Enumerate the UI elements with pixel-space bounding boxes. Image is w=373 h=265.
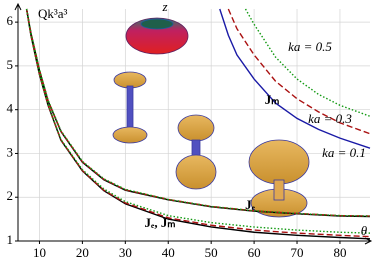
x-tick-label: 60 — [248, 245, 261, 260]
x-tick-label: 70 — [291, 245, 304, 260]
annotation: ka = 0.1 — [322, 145, 366, 160]
y-axis-label: Qk³a³ — [38, 6, 68, 21]
y-tick-label: 2 — [7, 188, 14, 203]
y-tick-label: 1 — [7, 232, 14, 247]
y-tick-label: 5 — [7, 57, 14, 72]
x-tick-label: 30 — [119, 245, 132, 260]
y-tick-label: 4 — [7, 101, 14, 116]
y-tick-label: 6 — [7, 13, 14, 28]
annotation: Jₑ, Jₘ — [145, 215, 176, 230]
annotation: ka = 0.5 — [288, 39, 332, 54]
illustrations — [112, 17, 310, 218]
axes — [14, 2, 373, 245]
annotation: Jₘ — [265, 92, 280, 107]
x-axis-label: θ — [361, 223, 368, 238]
x-tick-label: 40 — [162, 245, 175, 260]
x-tick-label: 50 — [205, 245, 218, 260]
x-tick-label: 20 — [76, 245, 89, 260]
y-tick-label: 3 — [7, 144, 14, 159]
x-tick-label: 10 — [33, 245, 46, 260]
series-line — [227, 8, 371, 135]
series-line — [219, 8, 371, 149]
x-tick-label: 80 — [333, 245, 346, 260]
annotation: z — [161, 0, 167, 14]
series-line — [25, 8, 371, 234]
series-line — [25, 8, 371, 217]
annotation: ka = 0.3 — [308, 111, 352, 126]
annotation: Jₑ — [245, 197, 256, 212]
series-line — [244, 8, 371, 117]
